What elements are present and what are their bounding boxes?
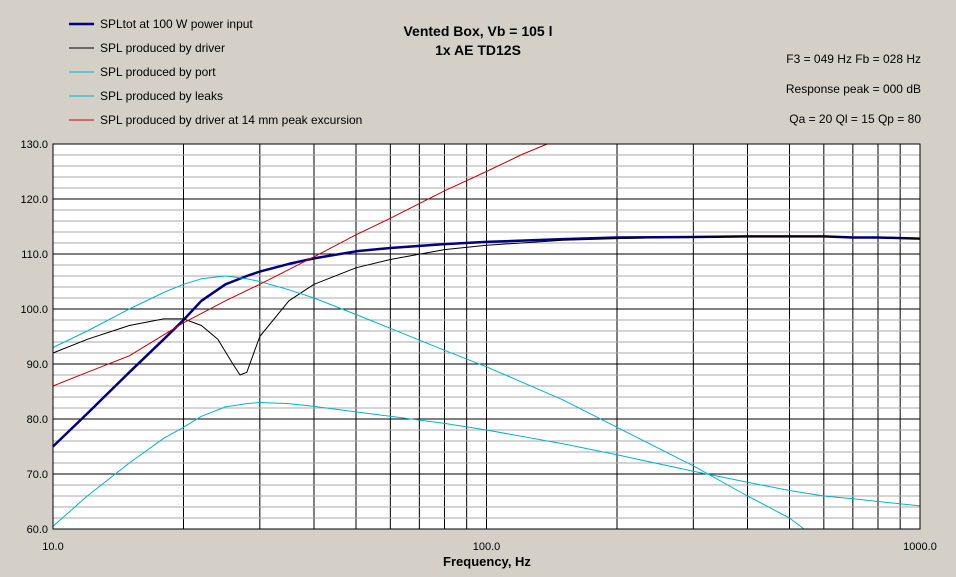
series-line-2 <box>52 235 921 376</box>
plot-frame <box>52 143 921 530</box>
y-tick-label: 70.0 <box>27 469 48 481</box>
series-line-3 <box>52 275 805 530</box>
y-tick-label: 110.0 <box>21 249 48 261</box>
y-tick-label: 130.0 <box>20 139 48 151</box>
y-tick-label: 60.0 <box>27 524 48 536</box>
y-tick-label: 100.0 <box>20 304 48 316</box>
series-layer <box>52 143 921 530</box>
chart-subtitle: 1x AE TD12S <box>435 42 521 58</box>
legend-label: SPLtot at 100 W power input <box>100 17 253 31</box>
x-tick-label: 1000.0 <box>903 541 937 553</box>
y-tick-label: 80.0 <box>27 414 48 426</box>
info-line-response-peak: Response peak = 000 dB <box>786 82 921 96</box>
legend: SPLtot at 100 W power input SPL produced … <box>69 17 362 127</box>
y-tick-label: 90.0 <box>27 359 48 371</box>
chart-title: Vented Box, Vb = 105 l <box>403 23 552 39</box>
x-tick-label: 100.0 <box>473 541 501 553</box>
legend-label: SPL produced by port <box>100 65 216 79</box>
grid <box>53 144 920 529</box>
legend-label: SPL produced by leaks <box>100 89 223 103</box>
series-line-5 <box>52 143 548 387</box>
info-line-q-values: Qa = 20 Ql = 15 Qp = 80 <box>789 112 921 126</box>
y-tick-label: 120.0 <box>20 194 48 206</box>
x-axis-title: Frequency, Hz <box>443 554 531 569</box>
series-line-4 <box>52 402 921 527</box>
legend-label: SPL produced by driver at 14 mm peak exc… <box>100 113 362 127</box>
info-line-f3-fb: F3 = 049 Hz Fb = 028 Hz <box>786 52 921 66</box>
legend-label: SPL produced by driver <box>100 41 225 55</box>
tick-labels: 60.0 70.0 80.0 90.0 100.0 110.0 120.0 130.0 10.0… <box>20 139 936 553</box>
x-tick-label: 10.0 <box>42 541 63 553</box>
